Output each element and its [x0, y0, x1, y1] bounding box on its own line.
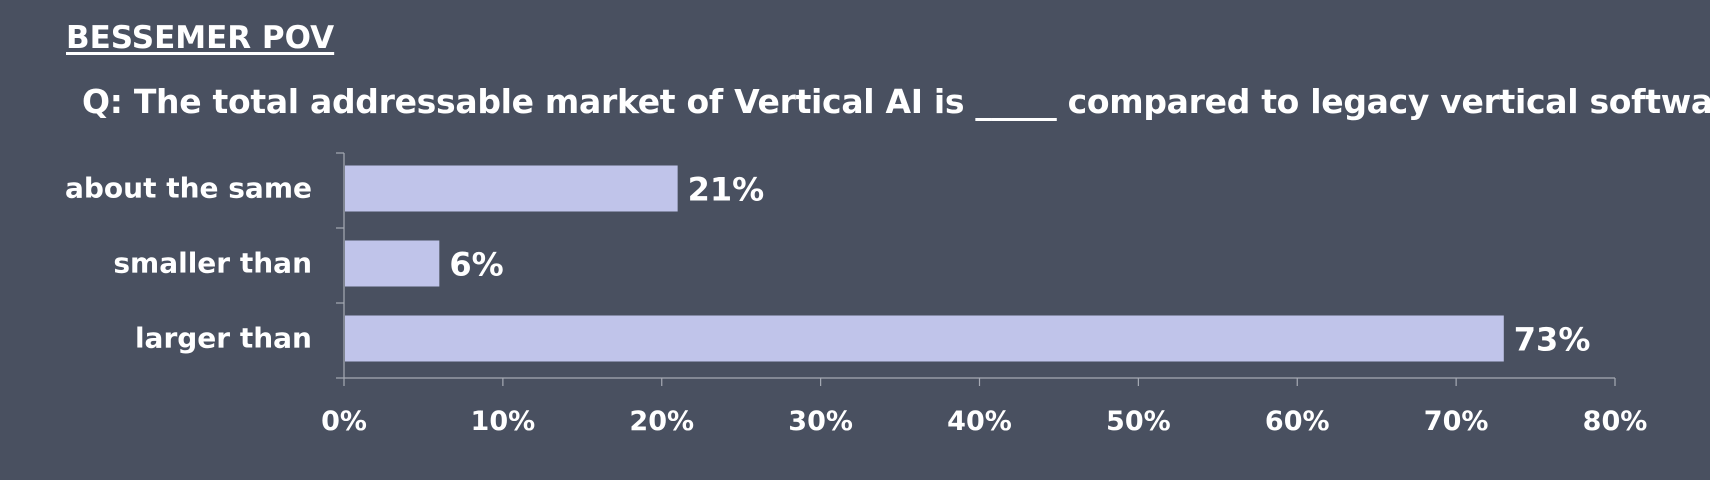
x-tick-label: 70% [1424, 406, 1489, 437]
data-label: 73% [1514, 321, 1591, 359]
bar [345, 315, 1504, 362]
category-label: about the same [65, 172, 312, 205]
category-label: smaller than [113, 247, 312, 280]
section-label: BESSEMER POV [66, 20, 335, 56]
x-tick-label: 10% [471, 406, 536, 437]
category-label: larger than [135, 322, 312, 355]
x-tick-label: 20% [629, 406, 694, 437]
bar [345, 240, 440, 287]
x-tick-label: 60% [1265, 406, 1330, 437]
x-tick-label: 50% [1106, 406, 1171, 437]
x-tick-label: 30% [788, 406, 853, 437]
x-tick-label: 80% [1583, 406, 1648, 437]
bar [345, 165, 678, 212]
data-label: 6% [449, 246, 503, 284]
x-tick-label: 40% [947, 406, 1012, 437]
x-tick-label: 0% [321, 406, 367, 437]
chart-title: Q: The total addressable market of Verti… [82, 82, 1710, 121]
data-label: 21% [688, 171, 765, 209]
